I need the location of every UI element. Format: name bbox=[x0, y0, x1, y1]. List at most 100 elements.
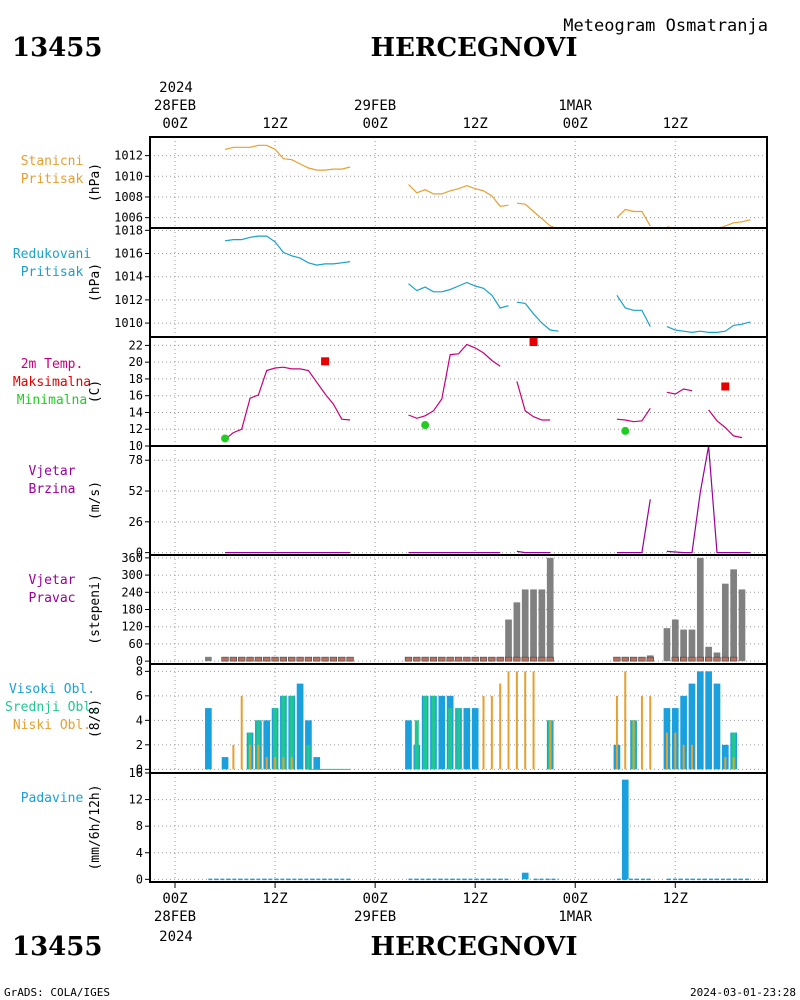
direction-zero-marker bbox=[313, 656, 321, 662]
panel-label: Pritisak bbox=[21, 172, 84, 187]
date-label-bottom: 28FEB bbox=[154, 909, 196, 925]
y-tick-label: 14 bbox=[129, 405, 143, 419]
plot-area bbox=[224, 235, 751, 334]
cloud-bar bbox=[724, 757, 727, 770]
direction-bar bbox=[738, 589, 746, 662]
y-tick-label: 300 bbox=[121, 568, 143, 582]
direction-bar bbox=[663, 628, 671, 662]
panel-label: Brzina bbox=[29, 482, 76, 497]
direction-zero-marker bbox=[646, 656, 654, 662]
cloud-bar bbox=[615, 695, 618, 770]
panel-5: Visoki Obl. Srednji Obl. Niski Obl.(8/8) 0 2… bbox=[5, 663, 768, 776]
panel-label: Redukovani bbox=[13, 247, 91, 262]
cloud-bar bbox=[690, 744, 693, 770]
plot-area bbox=[221, 338, 743, 443]
cloud-bar bbox=[713, 683, 721, 770]
cloud-bar bbox=[414, 720, 419, 770]
panel-label: Vjetar bbox=[29, 464, 76, 479]
cloud-bar bbox=[263, 720, 271, 770]
y-tick-label: 0 bbox=[136, 762, 143, 776]
footer-timestamp: 2024-03-01-23:28 bbox=[690, 986, 796, 999]
plot-area bbox=[205, 671, 737, 770]
cloud-bar bbox=[549, 720, 552, 770]
series-line bbox=[224, 144, 351, 171]
year-label-bottom: 2024 bbox=[159, 929, 193, 945]
direction-bar bbox=[546, 557, 554, 662]
cloud-bar bbox=[732, 757, 735, 770]
y-tick-label: 360 bbox=[121, 551, 143, 565]
cloud-bar bbox=[682, 744, 685, 770]
direction-bar bbox=[538, 589, 546, 662]
cloud-bar bbox=[688, 683, 696, 770]
y-tick-label: 180 bbox=[121, 603, 143, 617]
direction-zero-marker bbox=[296, 656, 304, 662]
cloud-bar bbox=[289, 695, 294, 770]
cloud-bar bbox=[257, 744, 260, 770]
cloud-bar bbox=[640, 695, 643, 770]
y-tick-label: 0 bbox=[136, 654, 143, 668]
panel-2: 2m Temp. Maksimalna Minimalna (C) 10 12 14 16 18… bbox=[13, 336, 768, 453]
product-title: Meteogram Osmatranja bbox=[563, 16, 768, 36]
panel-0: Stanicni Pritisak (hPa) 1006 1008 1010 1012 bbox=[21, 136, 768, 229]
direction-zero-marker bbox=[404, 656, 413, 662]
station-id-top: 13455 bbox=[12, 33, 102, 63]
cloud-bar bbox=[499, 683, 502, 770]
direction-zero-marker bbox=[238, 656, 246, 662]
direction-zero-marker bbox=[496, 656, 504, 662]
cloud-bar bbox=[665, 732, 668, 770]
direction-bar bbox=[730, 569, 737, 662]
cloud-bar bbox=[438, 695, 446, 770]
y-tick-label: 1012 bbox=[114, 293, 143, 307]
cloud-bar bbox=[274, 757, 277, 770]
direction-bar bbox=[530, 589, 537, 662]
direction-zero-marker bbox=[613, 656, 621, 662]
direction-zero-marker bbox=[546, 656, 554, 662]
footer-credit: GrADS: COLA/IGES bbox=[4, 986, 110, 999]
direction-zero-marker bbox=[304, 656, 313, 662]
series-line bbox=[516, 202, 558, 228]
y-tick-label: 20 bbox=[129, 355, 143, 369]
time-tick-label-top: 00Z bbox=[362, 116, 387, 132]
y-tick-label: 12 bbox=[129, 422, 143, 436]
panel-label: Pravac bbox=[29, 591, 76, 606]
time-tick-label-top: 12Z bbox=[663, 116, 688, 132]
y-tick-label: 26 bbox=[129, 515, 143, 529]
direction-zero-marker bbox=[504, 656, 513, 662]
direction-bar bbox=[688, 629, 696, 662]
cloud-bar bbox=[490, 695, 493, 770]
bottom-time-axis: 00Z 28FEB 12Z 00Z 29FEB 12Z 00Z 1MAR 12Z bbox=[154, 882, 688, 925]
direction-zero-marker bbox=[413, 656, 421, 662]
cloud-bar bbox=[290, 757, 293, 770]
y-tick-label: 16 bbox=[129, 389, 143, 403]
direction-bar bbox=[205, 656, 212, 662]
panel-frame bbox=[149, 227, 768, 338]
cloud-bar bbox=[515, 671, 518, 770]
date-label-bottom: 29FEB bbox=[354, 909, 396, 925]
cloud-bar bbox=[463, 708, 471, 770]
y-tick-label: 120 bbox=[121, 620, 143, 634]
y-tick-label: 8 bbox=[136, 664, 143, 678]
series-line bbox=[408, 343, 501, 419]
direction-zero-marker bbox=[221, 656, 229, 662]
y-tick-label: 2 bbox=[136, 738, 143, 752]
y-tick-label: 1008 bbox=[114, 190, 143, 204]
cloud-bar bbox=[705, 671, 712, 770]
cloud-bar bbox=[696, 671, 704, 770]
series-line bbox=[516, 381, 551, 421]
cloud-bar bbox=[205, 708, 212, 770]
direction-zero-marker bbox=[454, 656, 463, 662]
direction-zero-marker bbox=[338, 656, 346, 662]
y-axis-title: (stepeni) bbox=[88, 574, 103, 644]
direction-zero-marker bbox=[721, 656, 729, 662]
direction-zero-marker bbox=[446, 656, 454, 662]
cloud-bar bbox=[524, 671, 527, 770]
y-tick-label: 1018 bbox=[114, 223, 143, 237]
cloud-bar bbox=[471, 708, 479, 770]
y-axis-title: (C) bbox=[88, 380, 103, 403]
y-tick-label: 240 bbox=[121, 585, 143, 599]
direction-zero-marker bbox=[704, 656, 713, 662]
direction-zero-marker bbox=[713, 656, 721, 662]
direction-zero-marker bbox=[621, 656, 629, 662]
direction-zero-marker bbox=[346, 656, 354, 662]
